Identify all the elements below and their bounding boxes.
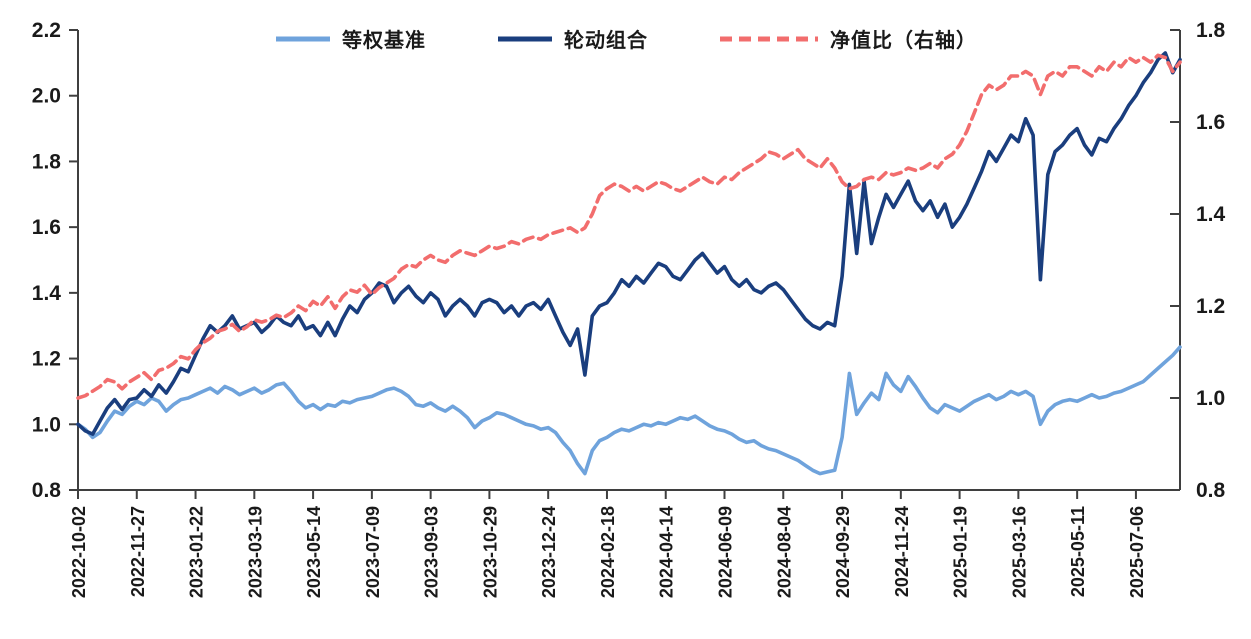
x-axis-tick-label: 2023-07-09	[363, 506, 383, 598]
x-axis-tick-label: 2022-10-02	[69, 506, 89, 598]
series-line-2	[76, 53, 1182, 400]
x-axis-tick-label: 2023-01-22	[187, 506, 207, 598]
x-axis-tick-label: 2025-01-19	[951, 506, 971, 598]
left-axis-ticks: 2.2 2.0 1.8 1.6 1.4 1.2 1.0 0.8	[32, 19, 78, 502]
right-axis-tick-label: 1.8	[1196, 19, 1226, 42]
series-line-1	[76, 51, 1182, 436]
x-axis-tick-label: 2024-09-29	[833, 506, 853, 598]
x-axis-tick-label: 2023-05-14	[304, 506, 324, 598]
left-axis-tick-label: 1.4	[32, 282, 62, 305]
x-axis-tick-label: 2023-10-29	[480, 506, 500, 598]
x-axis-tick-label: 2024-04-14	[657, 506, 677, 598]
x-axis-tick-label: 2024-11-24	[892, 506, 912, 597]
right-axis-tick-label: 1.4	[1196, 203, 1226, 226]
left-axis-tick-label: 1.6	[32, 216, 61, 239]
x-axis-tick-label: 2024-06-09	[716, 506, 736, 598]
x-axis-tick-label: 2025-03-16	[1009, 506, 1029, 598]
right-axis-ticks: 1.8 1.6 1.4 1.2 1.0 0.8	[1170, 19, 1226, 502]
left-axis-tick-label: 1.8	[32, 150, 62, 173]
x-axis-tick-label: 2023-03-19	[245, 506, 265, 598]
x-axis-tick-label: 2023-09-03	[422, 506, 442, 598]
left-axis-tick-label: 2.2	[32, 19, 61, 42]
x-axis-tick-label: 2024-02-18	[598, 506, 618, 598]
right-axis-tick-label: 1.2	[1196, 295, 1225, 318]
x-axis-tick-label: 2025-05-11	[1068, 506, 1088, 597]
series-line-0	[76, 345, 1182, 476]
x-axis-tick-label: 2025-07-06	[1127, 506, 1147, 598]
left-axis-tick-label: 1.0	[32, 413, 61, 436]
left-axis-tick-label: 1.2	[32, 348, 61, 371]
left-axis-tick-label: 0.8	[32, 479, 62, 502]
right-axis-tick-label: 1.0	[1196, 387, 1225, 410]
right-axis-tick-label: 0.8	[1196, 479, 1226, 502]
axes	[77, 30, 1181, 491]
x-axis-ticks: 2022-10-02 2022-11-27 2023-01-22 2023-03-19…	[69, 490, 1147, 598]
left-axis-tick-label: 2.0	[32, 85, 61, 108]
x-axis-tick-label: 2024-08-04	[774, 506, 794, 598]
x-axis-tick-label: 2022-11-27	[128, 506, 148, 597]
x-axis-tick-label: 2023-12-24	[539, 506, 559, 598]
right-axis-tick-label: 1.6	[1196, 111, 1225, 134]
